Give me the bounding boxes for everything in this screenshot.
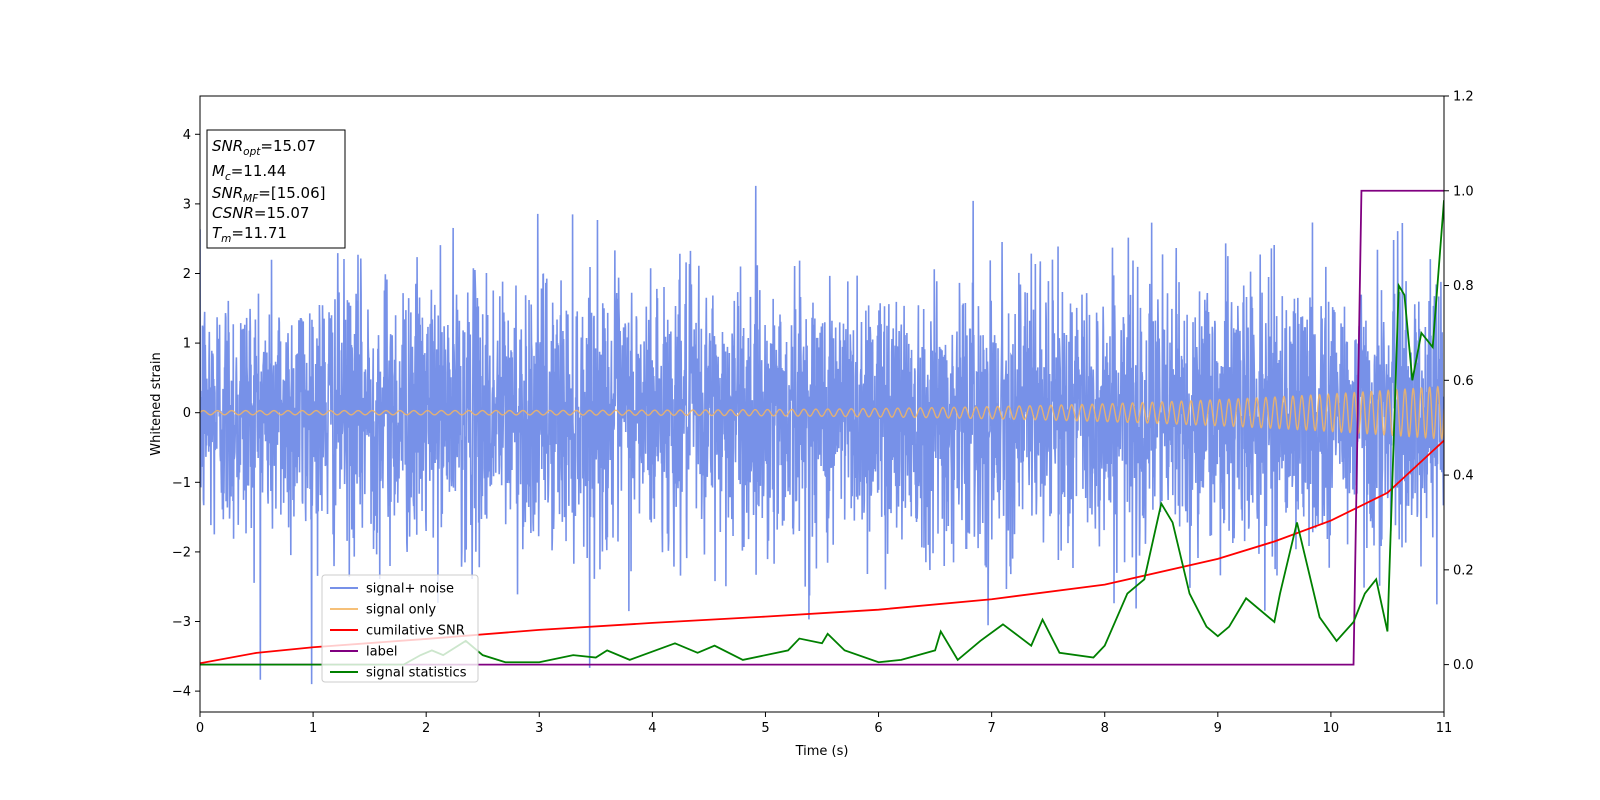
y-left-tick-label: 4	[183, 128, 191, 143]
legend-label: cumilative SNR	[366, 624, 465, 639]
annotation-value: =15.07	[260, 137, 316, 155]
y-left-tick-label: 2	[183, 267, 191, 282]
y-right-tick-label: 0.6	[1453, 374, 1474, 389]
annotation-symbol: SNR	[212, 137, 243, 155]
annotation-value: =[15.06]	[258, 184, 325, 202]
y-right-tick-label: 0.8	[1453, 279, 1474, 294]
annotation-line: CSNR=15.07	[212, 204, 309, 222]
x-tick-label: 0	[196, 721, 204, 736]
legend-label: signal statistics	[366, 666, 467, 681]
x-tick-label: 1	[309, 721, 317, 736]
x-tick-label: 8	[1101, 721, 1109, 736]
y-left-tick-label: −4	[172, 685, 191, 700]
x-axis-label: Time (s)	[795, 744, 849, 759]
y-right-tick-label: 1.2	[1453, 90, 1474, 105]
annotation-subscript: c	[225, 171, 231, 183]
y-left-tick-label: −2	[172, 545, 191, 560]
x-tick-label: 11	[1436, 721, 1453, 736]
y-left-tick-label: −1	[172, 476, 191, 491]
y-left-tick-label: 0	[183, 406, 191, 421]
annotation-value: =11.44	[231, 162, 287, 180]
y-right-tick-label: 1.0	[1453, 184, 1474, 199]
annotation-symbol: SNR	[212, 184, 243, 202]
y-left-tick-label: −3	[172, 615, 191, 630]
series-signal-only	[200, 385, 1444, 440]
annotation-symbol: T	[212, 224, 223, 242]
x-axis: 0 1 2 3 4 5 6 7 8 9 10 11	[196, 712, 1452, 736]
x-tick-label: 7	[987, 721, 995, 736]
y-axis-right: 0.0 0.2 0.4 0.6 0.8 1.0 1.2	[1444, 90, 1474, 673]
series-signal-statistics	[200, 200, 1444, 666]
y-right-tick-label: 0.0	[1453, 658, 1474, 673]
annotation-symbol: M	[212, 162, 225, 180]
annotation-subscript: m	[221, 233, 231, 245]
annotation-line: Mc=11.44	[212, 162, 286, 183]
y-right-tick-label: 0.4	[1453, 469, 1474, 484]
x-tick-label: 10	[1323, 721, 1340, 736]
legend-label: label	[366, 645, 397, 660]
x-tick-label: 5	[761, 721, 769, 736]
annotation-subscript: MF	[243, 193, 259, 205]
legend: signal+ noise signal only cumilative SNR la…	[321, 574, 479, 683]
x-tick-label: 3	[535, 721, 543, 736]
legend-label: signal only	[366, 603, 436, 618]
annotation-line: Tm=11.71	[212, 224, 287, 245]
annotation-line: SNRMF=[15.06]	[212, 184, 326, 205]
x-tick-label: 9	[1214, 721, 1222, 736]
annotation-value: =15.07	[254, 204, 310, 222]
y-right-tick-label: 0.2	[1453, 563, 1474, 578]
annotation-symbol: CSNR	[212, 204, 254, 222]
x-tick-label: 2	[422, 721, 430, 736]
annotation-frame	[206, 129, 346, 249]
y-axis-label: Whitened strain	[149, 352, 164, 455]
legend-frame	[321, 574, 479, 683]
x-tick-label: 6	[874, 721, 882, 736]
plot-frame	[199, 95, 1445, 713]
y-left-tick-label: 1	[183, 337, 191, 352]
annotation-subscript: opt	[243, 146, 261, 158]
y-axis-left: −4 −3 −2 −1 0 1 2 3 4	[172, 128, 200, 700]
annotation-value: =11.71	[231, 224, 287, 242]
y-left-tick-label: 3	[183, 197, 191, 212]
annotation-line: SNRopt=15.07	[212, 137, 316, 158]
annotation-box: SNRopt=15.07Mc=11.44SNRMF=[15.06]CSNR=15…	[206, 129, 346, 249]
legend-label: signal+ noise	[366, 582, 454, 597]
series-label	[200, 189, 1444, 666]
series-signal-plus-noise	[200, 185, 1444, 685]
x-tick-label: 4	[648, 721, 656, 736]
